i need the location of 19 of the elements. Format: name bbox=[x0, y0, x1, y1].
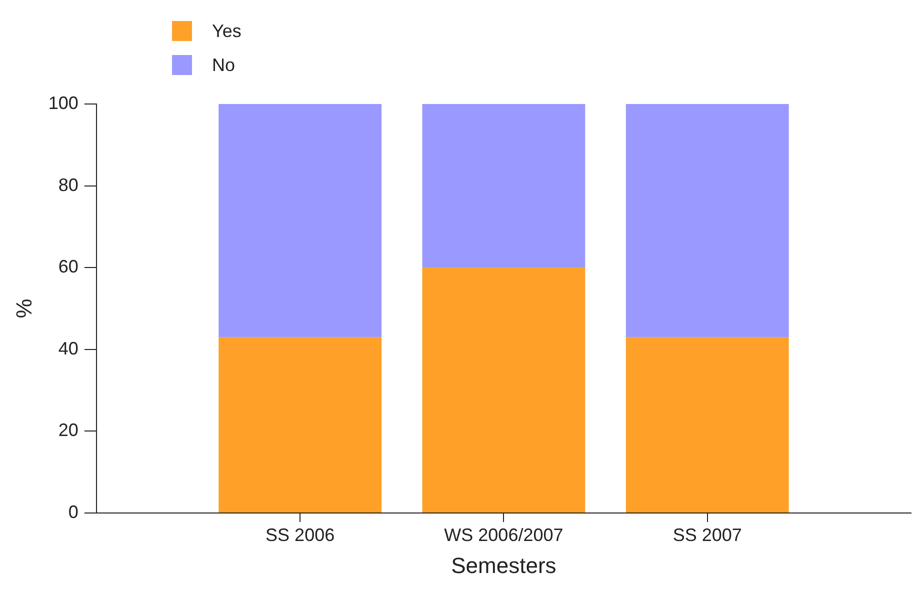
x-tick-label: SS 2007 bbox=[672, 524, 742, 545]
y-tick-label: 60 bbox=[58, 256, 78, 277]
x-tick-label: WS 2006/2007 bbox=[444, 524, 564, 545]
y-tick-label: 80 bbox=[58, 174, 78, 195]
y-tick-label: 40 bbox=[58, 338, 78, 358]
legend-label: Yes bbox=[212, 20, 242, 42]
y-tick-label: 0 bbox=[68, 502, 78, 522]
bar bbox=[626, 104, 789, 338]
bar bbox=[626, 337, 789, 512]
bar bbox=[422, 104, 586, 268]
bar bbox=[422, 268, 586, 512]
bar bbox=[218, 104, 382, 338]
x-tick-label: SS 2006 bbox=[266, 524, 335, 545]
y-tick-label: 20 bbox=[58, 420, 78, 440]
legend-label: No bbox=[212, 54, 236, 76]
y-tick-label: 100 bbox=[48, 92, 78, 113]
bar bbox=[218, 337, 382, 512]
y-axis-title: % bbox=[11, 298, 36, 318]
x-axis-title: Semesters bbox=[451, 552, 556, 578]
